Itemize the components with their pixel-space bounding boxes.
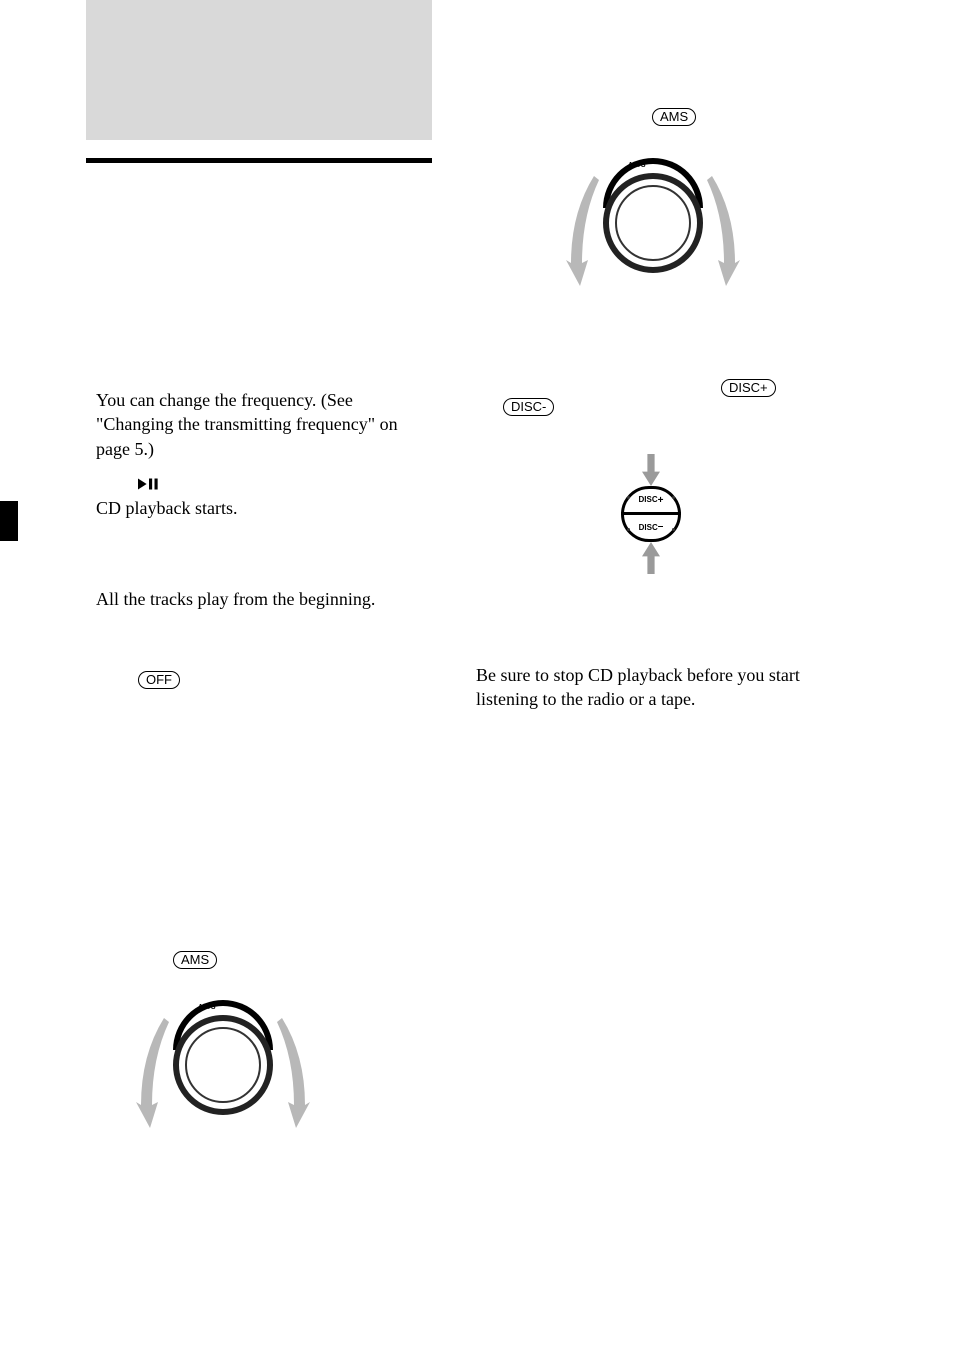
ams-pill-right-wrap: AMS — [476, 108, 866, 127]
rocker-wrap-outer: DISC+ DISC– — [476, 436, 866, 586]
ams-dial: AMS — [568, 148, 738, 298]
section-rule — [86, 158, 432, 163]
rocker-dot — [627, 528, 630, 531]
dial-curve-right — [705, 168, 740, 283]
off-pill-wrap: OFF — [96, 671, 436, 690]
text-line: "Changing the transmitting frequency" on — [96, 412, 436, 436]
disc-minus-wrap: DISC- — [476, 398, 866, 417]
ams-pill: AMS — [652, 108, 696, 126]
dial-ring-inner — [615, 185, 691, 261]
text-line: CD playback starts. — [96, 496, 436, 520]
text-line: Be sure to stop CD playback before you s… — [476, 665, 800, 709]
off-pill: OFF — [138, 671, 180, 689]
plus-icon: + — [658, 495, 664, 506]
rocker-divider — [621, 512, 681, 515]
freq-note: You can change the frequency. (See "Chan… — [96, 388, 436, 461]
dial-curve-right — [275, 1010, 310, 1125]
dial-ams-label: AMS — [198, 1004, 217, 1011]
arrow-up-icon — [642, 542, 660, 574]
page-edge-tab — [0, 501, 18, 541]
text-line: All the tracks play from the beginning. — [96, 589, 375, 609]
disc-minus-pill: DISC- — [503, 398, 554, 416]
rocker-dot — [627, 496, 630, 499]
curve-arrow-right-icon — [275, 1010, 310, 1130]
play-pause-line — [96, 472, 436, 496]
play-pause-icon — [138, 477, 160, 491]
dial-left-wrap: AMS — [96, 990, 436, 1140]
dial-right-wrap: AMS — [476, 148, 866, 298]
page-root: You can change the frequency. (See "Chan… — [0, 0, 954, 1352]
rocker-dot — [672, 496, 675, 499]
rocker-dot — [672, 528, 675, 531]
arrow-down-icon — [642, 454, 660, 486]
text-line: page 5.) — [96, 437, 436, 461]
ams-pill: AMS — [173, 951, 217, 969]
disc-plus-wrap: DISC+ — [476, 379, 866, 398]
dial-ring-inner — [185, 1027, 261, 1103]
text-line: You can change the frequency. (See — [96, 388, 436, 412]
cd-playback-block: CD playback starts. — [96, 472, 436, 521]
header-gray-box — [86, 0, 432, 140]
dial-curve-left — [136, 1010, 171, 1125]
ams-pill-left-wrap: AMS — [96, 951, 436, 970]
curve-arrow-left-icon — [566, 168, 601, 288]
ams-dial: AMS — [138, 990, 308, 1140]
curve-arrow-right-icon — [705, 168, 740, 288]
caution-text: Be sure to stop CD playback before you s… — [476, 663, 866, 712]
dial-ams-label: AMS — [628, 162, 647, 169]
minus-icon: – — [658, 521, 664, 532]
disc-plus-pill: DISC+ — [721, 379, 776, 397]
curve-arrow-left-icon — [136, 1010, 171, 1130]
all-tracks-line: All the tracks play from the beginning. — [96, 587, 436, 611]
disc-rocker: DISC+ DISC– — [586, 436, 716, 586]
dial-curve-left — [566, 168, 601, 283]
